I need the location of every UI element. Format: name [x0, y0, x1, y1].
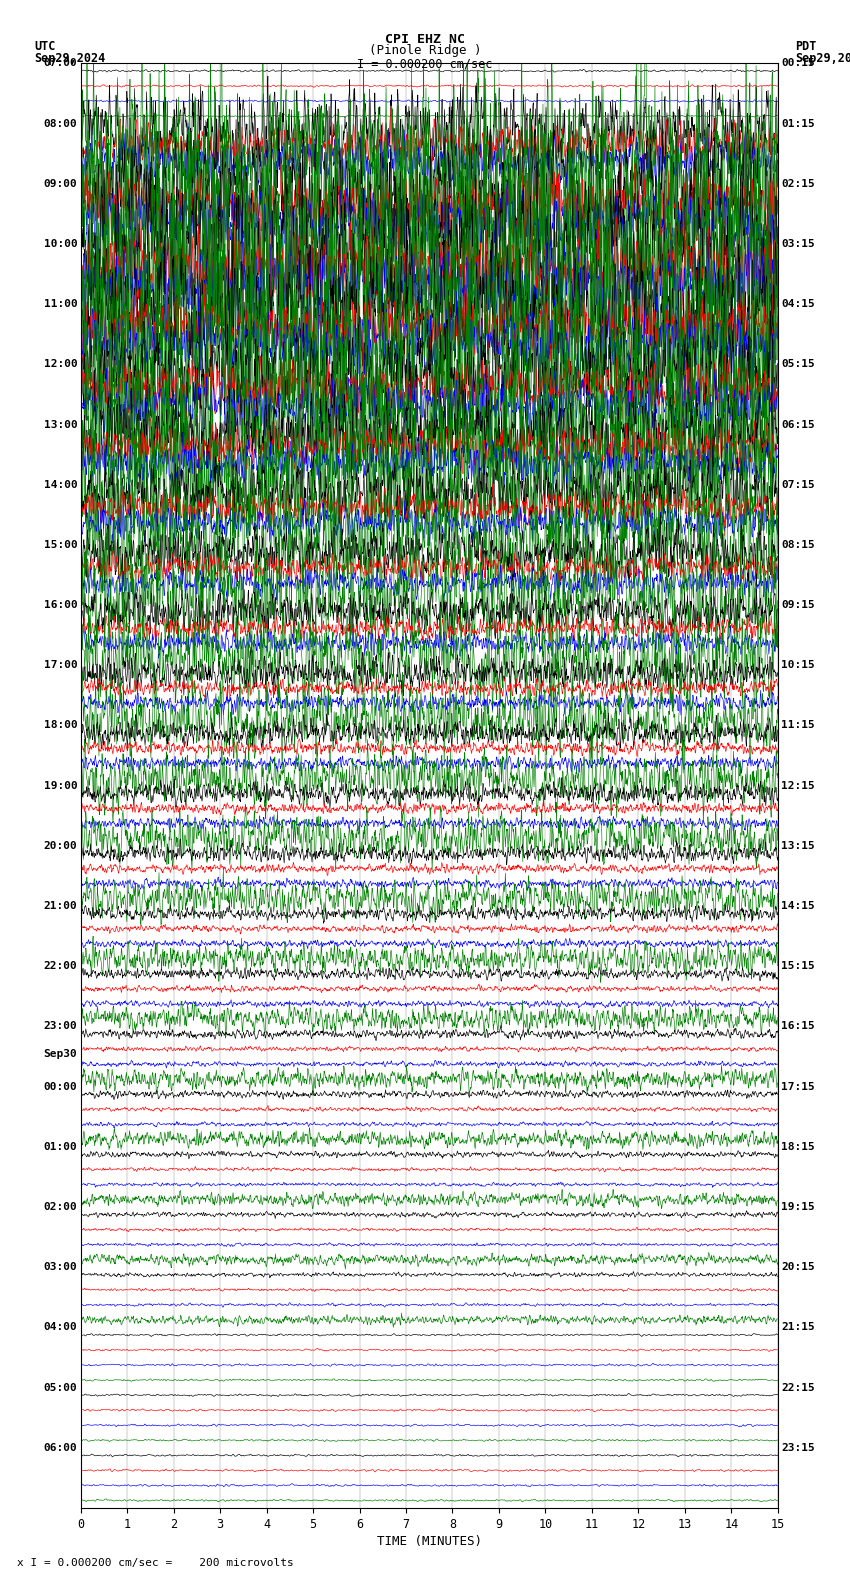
Text: 08:15: 08:15 — [781, 540, 815, 550]
X-axis label: TIME (MINUTES): TIME (MINUTES) — [377, 1535, 482, 1548]
Text: 07:00: 07:00 — [43, 59, 77, 68]
Text: 21:00: 21:00 — [43, 901, 77, 911]
Text: x I = 0.000200 cm/sec =    200 microvolts: x I = 0.000200 cm/sec = 200 microvolts — [17, 1559, 294, 1568]
Text: 20:00: 20:00 — [43, 841, 77, 851]
Text: 03:00: 03:00 — [43, 1262, 77, 1272]
Text: 22:00: 22:00 — [43, 961, 77, 971]
Text: (Pinole Ridge ): (Pinole Ridge ) — [369, 44, 481, 57]
Text: Sep30: Sep30 — [43, 1049, 77, 1058]
Text: 08:00: 08:00 — [43, 119, 77, 128]
Text: 22:15: 22:15 — [781, 1383, 815, 1392]
Text: 23:00: 23:00 — [43, 1022, 77, 1031]
Text: UTC: UTC — [34, 40, 55, 52]
Text: 16:15: 16:15 — [781, 1022, 815, 1031]
Text: 01:15: 01:15 — [781, 119, 815, 128]
Text: 20:15: 20:15 — [781, 1262, 815, 1272]
Text: 06:00: 06:00 — [43, 1443, 77, 1453]
Text: 18:15: 18:15 — [781, 1142, 815, 1152]
Text: 05:00: 05:00 — [43, 1383, 77, 1392]
Text: 01:00: 01:00 — [43, 1142, 77, 1152]
Text: Sep29,2024: Sep29,2024 — [34, 52, 105, 65]
Text: 03:15: 03:15 — [781, 239, 815, 249]
Text: CPI EHZ NC: CPI EHZ NC — [385, 33, 465, 46]
Text: 12:15: 12:15 — [781, 781, 815, 790]
Text: 06:15: 06:15 — [781, 420, 815, 429]
Text: 10:15: 10:15 — [781, 661, 815, 670]
Text: 10:00: 10:00 — [43, 239, 77, 249]
Text: 19:00: 19:00 — [43, 781, 77, 790]
Text: 09:00: 09:00 — [43, 179, 77, 188]
Text: 04:00: 04:00 — [43, 1323, 77, 1332]
Text: 14:00: 14:00 — [43, 480, 77, 489]
Text: Sep29,2024: Sep29,2024 — [795, 52, 850, 65]
Text: PDT: PDT — [795, 40, 816, 52]
Text: 13:00: 13:00 — [43, 420, 77, 429]
Text: 16:00: 16:00 — [43, 600, 77, 610]
Text: 02:15: 02:15 — [781, 179, 815, 188]
Text: 11:15: 11:15 — [781, 721, 815, 730]
Text: 17:15: 17:15 — [781, 1082, 815, 1091]
Text: 12:00: 12:00 — [43, 360, 77, 369]
Text: 11:00: 11:00 — [43, 299, 77, 309]
Text: 02:00: 02:00 — [43, 1202, 77, 1212]
Text: 09:15: 09:15 — [781, 600, 815, 610]
Text: 23:15: 23:15 — [781, 1443, 815, 1453]
Text: 15:15: 15:15 — [781, 961, 815, 971]
Text: 00:00: 00:00 — [43, 1082, 77, 1091]
Text: 05:15: 05:15 — [781, 360, 815, 369]
Text: 07:15: 07:15 — [781, 480, 815, 489]
Text: 04:15: 04:15 — [781, 299, 815, 309]
Text: 21:15: 21:15 — [781, 1323, 815, 1332]
Text: I = 0.000200 cm/sec: I = 0.000200 cm/sec — [357, 57, 493, 70]
Text: 13:15: 13:15 — [781, 841, 815, 851]
Text: 14:15: 14:15 — [781, 901, 815, 911]
Text: 15:00: 15:00 — [43, 540, 77, 550]
Text: 17:00: 17:00 — [43, 661, 77, 670]
Text: 00:15: 00:15 — [781, 59, 815, 68]
Text: 18:00: 18:00 — [43, 721, 77, 730]
Text: 19:15: 19:15 — [781, 1202, 815, 1212]
